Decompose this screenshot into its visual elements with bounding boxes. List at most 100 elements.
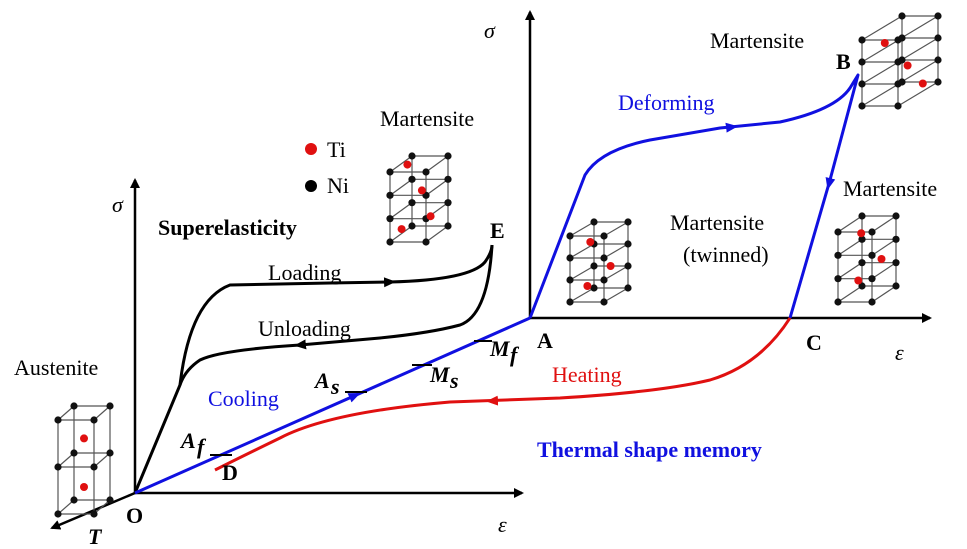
atom [90,416,97,423]
atom [590,218,597,225]
lattice-edge [872,216,896,232]
lattice-edge [426,226,448,242]
atom [854,277,862,285]
atom [868,275,875,282]
lattice-edge [872,239,896,255]
atom [106,496,113,503]
process-label: Cooling [208,386,279,411]
atom [408,152,415,159]
lattice-edge [570,288,594,302]
atom [600,276,607,283]
atom [54,510,61,517]
atom [408,199,415,206]
atom [858,212,865,219]
atom [444,222,451,229]
atom [386,168,393,175]
atom [858,102,865,109]
atom [70,449,77,456]
atom [566,254,573,261]
atom [70,496,77,503]
lattice-edge [604,244,628,258]
temperature-subscript: s [449,368,459,393]
atom [607,262,615,270]
atom [106,402,113,409]
atom [106,449,113,456]
atom [422,168,429,175]
atom [858,36,865,43]
atom [70,402,77,409]
atom [898,34,905,41]
legend-label: Ti [327,137,346,162]
atom [386,215,393,222]
atom [892,236,899,243]
atom [858,259,865,266]
atom [868,298,875,305]
atom [894,102,901,109]
lattice-edge [838,239,862,255]
axis-label: σ [112,192,124,217]
lattice-edge [390,203,412,219]
atom [422,238,429,245]
point-label: B [836,49,851,74]
lattice-edge [570,244,594,258]
point-label: C [806,330,822,355]
temperature-symbol: M [429,362,451,387]
atom [600,254,607,261]
atom [408,222,415,229]
atom [898,56,905,63]
temperature-symbol: M [489,336,511,361]
atom [427,212,435,220]
diagram: σ ε T σ ε O D A B C E Ti Ni Austenite Ma… [0,0,967,549]
point-label: O [126,503,143,528]
atom [934,12,941,19]
phase-label: Martensite [380,106,474,131]
atom [408,176,415,183]
atom [80,483,88,491]
atom [590,262,597,269]
atom [386,238,393,245]
atom [934,78,941,85]
lattice-edge [390,179,412,195]
temperature-label: Ms [429,362,459,393]
lattice-icon [834,212,899,305]
atom [834,298,841,305]
lattice-edge [838,286,862,302]
atom [600,232,607,239]
atom [878,255,886,263]
atom [566,298,573,305]
atom [566,232,573,239]
point-label: D [222,460,238,485]
lattice-edge [838,263,862,279]
phase-label: Martensite [710,28,804,53]
atom [590,284,597,291]
temperature-symbol: A [179,428,196,453]
process-label: Thermal shape memory [537,437,762,462]
atom [892,282,899,289]
axis-label: T [88,524,103,549]
atom [444,152,451,159]
atom [624,240,631,247]
lattice-edge [872,286,896,302]
axis-label: ε [895,340,904,365]
temperature-subscript: f [197,434,207,459]
process-label: Superelasticity [158,215,297,240]
atom [934,56,941,63]
lattice-edge [570,222,594,236]
atom [934,34,941,41]
point-label: A [537,328,553,353]
atom [868,252,875,259]
phase-label: Austenite [14,355,98,380]
atom [444,176,451,183]
process-label: Heating [552,362,622,387]
lattice-icon [566,218,631,305]
ni-dot [305,180,317,192]
atom [904,62,912,70]
atom [892,212,899,219]
atom [857,229,865,237]
atom [858,80,865,87]
atom [834,252,841,259]
atom [566,276,573,283]
lattice-edge [604,222,628,236]
atom [919,80,927,88]
